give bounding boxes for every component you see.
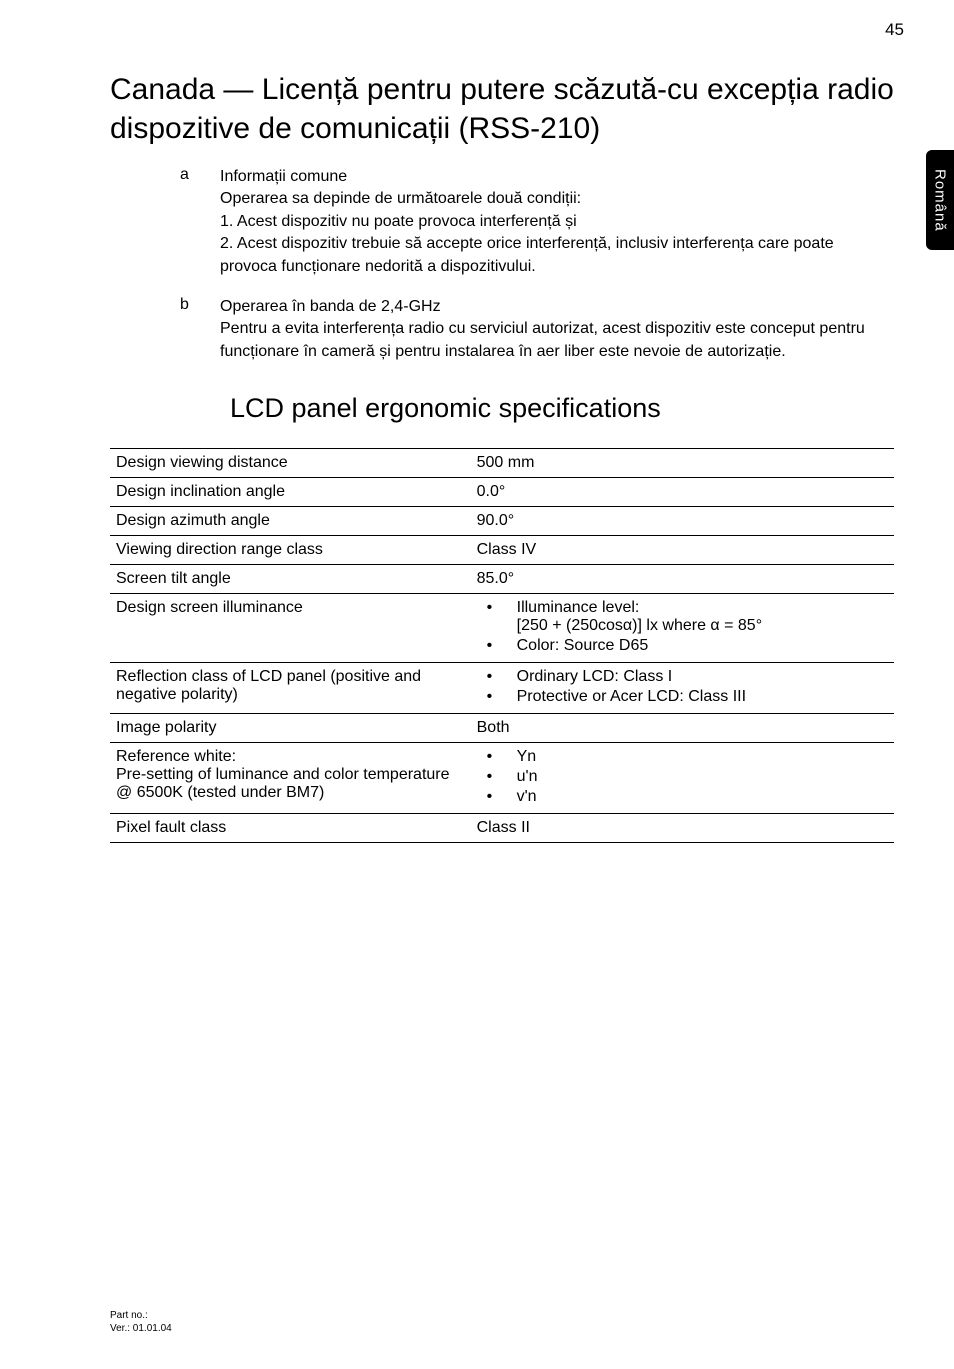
bullet-dot-icon: • xyxy=(477,748,517,766)
section-subtitle: LCD panel ergonomic specifications xyxy=(230,393,894,424)
table-label: Viewing direction range class xyxy=(110,536,471,565)
table-value: 500 mm xyxy=(471,449,894,478)
lettered-list: aInformații comuneOperarea sa depinde de… xyxy=(110,166,894,363)
bullet-item: •u'n xyxy=(477,768,890,786)
footer-part-no: Part no.: xyxy=(110,1309,172,1322)
bullet-text: Ordinary LCD: Class I xyxy=(517,668,890,686)
bullet-dot-icon: • xyxy=(477,788,517,806)
table-value: 90.0° xyxy=(471,507,894,536)
bullet-text: Color: Source D65 xyxy=(517,637,890,655)
footer: Part no.: Ver.: 01.01.04 xyxy=(110,1309,172,1335)
list-item: bOperarea în banda de 2,4-GHzPentru a ev… xyxy=(180,296,894,363)
table-label: Design azimuth angle xyxy=(110,507,471,536)
page-content: Canada — Licență pentru putere scăzută-c… xyxy=(0,0,954,883)
bullet-text: Yn xyxy=(517,748,890,766)
table-label: Reflection class of LCD panel (positive … xyxy=(110,663,471,714)
bullet-list: •Illuminance level:[250 + (250cosα)] lx … xyxy=(477,599,890,655)
list-heading: Operarea în banda de 2,4-GHz xyxy=(220,296,894,318)
bullet-dot-icon: • xyxy=(477,668,517,686)
table-value: Class IV xyxy=(471,536,894,565)
table-row: Image polarityBoth xyxy=(110,714,894,743)
list-line: 2. Acest dispozitiv trebuie să accepte o… xyxy=(220,233,894,278)
table-label: Image polarity xyxy=(110,714,471,743)
bullet-dot-icon: • xyxy=(477,768,517,786)
table-value: 0.0° xyxy=(471,478,894,507)
table-label: Pixel fault class xyxy=(110,814,471,843)
table-row: Design screen illuminance•Illuminance le… xyxy=(110,594,894,663)
list-heading: Informații comune xyxy=(220,166,894,188)
list-line: Pentru a evita interferența radio cu ser… xyxy=(220,318,894,363)
table-row: Screen tilt angle85.0° xyxy=(110,565,894,594)
list-letter: b xyxy=(180,296,220,363)
list-line: 1. Acest dispozitiv nu poate provoca int… xyxy=(220,211,894,233)
table-row: Design viewing distance500 mm xyxy=(110,449,894,478)
bullet-list: •Yn•u'n•v'n xyxy=(477,748,890,806)
table-label: Design viewing distance xyxy=(110,449,471,478)
table-value: •Ordinary LCD: Class I•Protective or Ace… xyxy=(471,663,894,714)
table-value: 85.0° xyxy=(471,565,894,594)
table-row: Reference white:Pre-setting of luminance… xyxy=(110,743,894,814)
table-row: Pixel fault classClass II xyxy=(110,814,894,843)
table-value: Both xyxy=(471,714,894,743)
bullet-text: v'n xyxy=(517,788,890,806)
list-letter: a xyxy=(180,166,220,278)
table-label: Design screen illuminance xyxy=(110,594,471,663)
language-tab: Română xyxy=(926,150,954,250)
bullet-dot-icon: • xyxy=(477,637,517,655)
bullet-text: u'n xyxy=(517,768,890,786)
table-label: Screen tilt angle xyxy=(110,565,471,594)
page-number: 45 xyxy=(885,20,904,40)
bullet-item: •Yn xyxy=(477,748,890,766)
table-label: Reference white:Pre-setting of luminance… xyxy=(110,743,471,814)
bullet-item: •Color: Source D65 xyxy=(477,637,890,655)
bullet-text: Illuminance level:[250 + (250cosα)] lx w… xyxy=(517,599,890,635)
bullet-item: •Ordinary LCD: Class I xyxy=(477,668,890,686)
bullet-list: •Ordinary LCD: Class I•Protective or Ace… xyxy=(477,668,890,706)
list-line: Operarea sa depinde de următoarele două … xyxy=(220,188,894,210)
bullet-item: •Protective or Acer LCD: Class III xyxy=(477,688,890,706)
bullet-dot-icon: • xyxy=(477,688,517,706)
list-body: Informații comuneOperarea sa depinde de … xyxy=(220,166,894,278)
table-value: Class II xyxy=(471,814,894,843)
table-row: Design inclination angle0.0° xyxy=(110,478,894,507)
bullet-dot-icon: • xyxy=(477,599,517,635)
table-value: •Yn•u'n•v'n xyxy=(471,743,894,814)
table-label: Design inclination angle xyxy=(110,478,471,507)
table-value: •Illuminance level:[250 + (250cosα)] lx … xyxy=(471,594,894,663)
table-row: Design azimuth angle90.0° xyxy=(110,507,894,536)
spec-table: Design viewing distance500 mmDesign incl… xyxy=(110,448,894,843)
list-item: aInformații comuneOperarea sa depinde de… xyxy=(180,166,894,278)
bullet-text: Protective or Acer LCD: Class III xyxy=(517,688,890,706)
footer-version: Ver.: 01.01.04 xyxy=(110,1322,172,1335)
table-row: Reflection class of LCD panel (positive … xyxy=(110,663,894,714)
table-row: Viewing direction range classClass IV xyxy=(110,536,894,565)
page-title: Canada — Licență pentru putere scăzută-c… xyxy=(110,70,894,148)
bullet-item: •v'n xyxy=(477,788,890,806)
bullet-item: •Illuminance level:[250 + (250cosα)] lx … xyxy=(477,599,890,635)
list-body: Operarea în banda de 2,4-GHzPentru a evi… xyxy=(220,296,894,363)
